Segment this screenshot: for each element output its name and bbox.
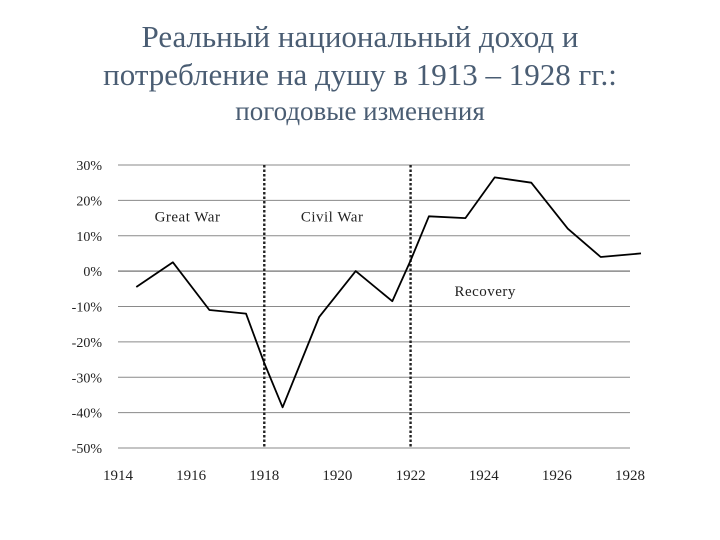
y-tick-label: -20% [72,336,103,351]
y-tick-label: 0% [83,265,102,280]
x-tick-label: 1924 [469,468,500,484]
slide-title: Реальный национальный доход и потреблени… [0,18,720,128]
title-line-2: потребление на душу в 1913 – 1928 гг.: [103,57,617,92]
x-tick-label: 1918 [249,468,279,484]
x-tick-label: 1922 [396,468,426,484]
y-tick-label: -30% [72,371,103,386]
y-tick-label: -50% [72,442,103,457]
y-tick-label: 10% [76,230,102,245]
x-tick-label: 1916 [176,468,207,484]
y-tick-label: -10% [72,301,103,316]
title-line-3: погодовые изменения [235,96,485,126]
y-tick-label: 30% [76,159,102,174]
y-tick-label: 20% [76,194,102,209]
x-tick-label: 1914 [103,468,134,484]
x-tick-label: 1926 [542,468,573,484]
annotation-label: Civil War [301,210,364,226]
y-tick-label: -40% [72,407,103,422]
annotation-label: Recovery [454,284,515,300]
title-line-1: Реальный национальный доход и [141,19,579,54]
x-tick-label: 1928 [615,468,645,484]
x-tick-label: 1920 [322,468,352,484]
annotation-label: Great War [155,210,221,226]
series-line [135,176,642,409]
